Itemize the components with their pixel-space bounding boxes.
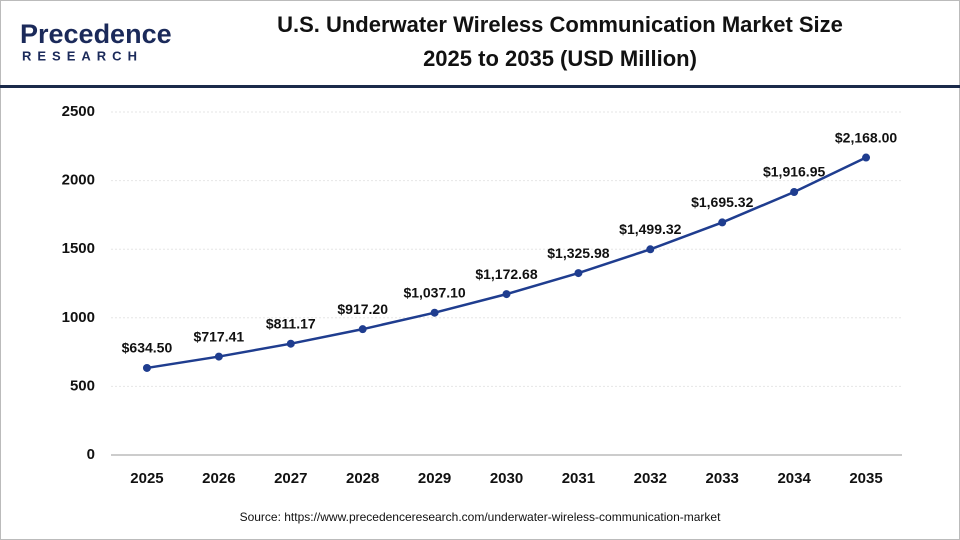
data-point <box>574 269 583 278</box>
x-tick-label: 2027 <box>274 470 307 487</box>
data-point <box>286 339 295 348</box>
x-tick-label: 2026 <box>202 470 235 487</box>
data-point <box>790 187 799 196</box>
x-tick-label: 2028 <box>346 470 379 487</box>
y-tick-label: 0 <box>87 446 95 463</box>
data-label: $811.17 <box>266 315 316 331</box>
x-tick-label: 2032 <box>634 470 667 487</box>
x-tick-label: 2033 <box>706 470 739 487</box>
x-tick-label: 2025 <box>130 470 163 487</box>
x-tick-label: 2030 <box>490 470 523 487</box>
x-tick-label: 2031 <box>562 470 595 487</box>
data-label: $1,172.68 <box>475 266 537 282</box>
y-tick-label: 2000 <box>62 172 95 189</box>
data-point <box>142 363 151 372</box>
data-label: $2,168.00 <box>835 129 897 145</box>
data-point <box>214 352 223 361</box>
logo-tagline: RESEARCH <box>22 48 143 63</box>
source-note: Source: https://www.precedenceresearch.c… <box>240 510 722 524</box>
y-tick-label: 1500 <box>62 240 95 257</box>
data-label: $1,916.95 <box>763 164 825 180</box>
data-label: $634.50 <box>122 340 173 356</box>
data-point <box>862 153 871 162</box>
logo: Precedence RESEARCH <box>20 19 172 63</box>
x-tick-label: 2034 <box>777 470 811 487</box>
data-point <box>718 218 727 227</box>
chart-title: 2025 to 2035 (USD Million) <box>423 46 697 71</box>
x-tick-label: 2029 <box>418 470 451 487</box>
data-label: $1,037.10 <box>403 284 465 300</box>
data-point <box>358 325 367 334</box>
y-tick-label: 1000 <box>62 309 95 326</box>
header-rule <box>0 85 960 88</box>
data-label: $1,325.98 <box>547 245 609 261</box>
data-point <box>430 308 439 317</box>
chart-title: U.S. Underwater Wireless Communication M… <box>277 12 843 37</box>
data-label: $717.41 <box>194 328 245 344</box>
data-point <box>646 245 655 254</box>
data-label: $1,695.32 <box>691 194 753 210</box>
y-tick-label: 2500 <box>62 103 95 120</box>
data-label: $1,499.32 <box>619 221 681 237</box>
x-tick-label: 2035 <box>849 470 882 487</box>
logo-name: Precedence <box>20 19 172 49</box>
y-tick-label: 500 <box>70 377 95 394</box>
data-label: $917.20 <box>337 301 388 317</box>
data-point <box>502 290 511 299</box>
